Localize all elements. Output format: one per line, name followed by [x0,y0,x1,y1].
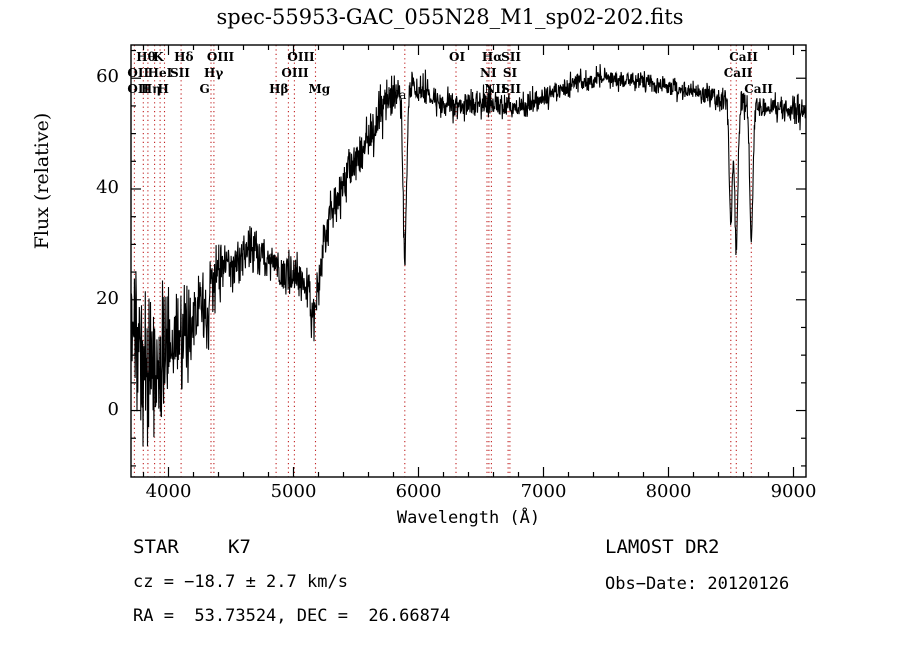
x-tick-label: 5000 [270,481,317,502]
spectral-line-label: HeI [147,66,173,80]
spectral-line-label: Hγ [204,66,224,80]
footer-redshift-velocity: cz = −18.7 ± 2.7 km/s [133,572,348,592]
spectral-line-label: Hθ [136,50,156,64]
spectral-line-label: K [153,50,164,64]
spectral-line-label: G [199,82,210,96]
spectral-line-label: SII [501,82,522,96]
footer-obs-date: Obs−Date: 20120126 [605,574,790,594]
x-axis-label: Wavelength (Å) [396,508,541,528]
x-tick-label: 7000 [520,481,567,502]
page-title: spec-55953-GAC_055N28_M1_sp02-202.fits [216,5,684,29]
spectral-line-label: OI [449,50,466,64]
spectral-line-label: H [157,82,169,96]
y-tick-label: 0 [107,398,119,420]
y-tick-label: 20 [96,287,119,309]
y-axis-label: Flux (relative) [31,112,53,250]
spectral-line-label: NI [480,66,497,80]
spectral-line-label: CaII [723,66,753,80]
footer-object-type: STAR [133,536,179,558]
spectral-line-label: CaII [729,50,758,64]
in-plot-line-label: Na [388,87,407,102]
spectrum-trace [131,64,806,447]
spectral-line-label: NII [484,82,507,96]
spectral-line-label: OIII [206,50,235,64]
x-tick-label: 4000 [145,481,192,502]
spectral-line-label: SI [502,66,518,80]
y-tick-label: 40 [96,177,119,198]
spectral-line-label: SII [170,66,190,80]
spectral-line-label: SII [501,50,522,64]
spectral-line-label: Hη [140,82,161,96]
spectral-line-label: Hβ [269,82,289,96]
spectral-line-label: CaII [744,82,773,96]
spectral-line-label: OII [127,66,150,80]
footer-survey: LAMOST DR2 [605,536,720,558]
y-tick-label: 60 [96,66,119,88]
spectral-line-label: Hδ [174,50,194,64]
footer-coordinates: RA = 53.73524, DEC = 26.66874 [133,606,451,626]
line-marker-group [133,45,752,477]
spectral-line-label: OII [127,82,150,96]
plot-frame [130,44,807,478]
spectral-line-label: Mg [308,82,331,96]
x-tick-label: 9000 [770,481,817,502]
x-tick-label: 6000 [395,481,442,502]
spectral-line-label: OIII [287,50,315,64]
spectral-line-label: OIII [281,66,309,80]
x-tick-label: 8000 [645,481,692,502]
spectral-line-label: Hα [481,50,503,64]
footer-spectral-class: K7 [228,536,251,558]
